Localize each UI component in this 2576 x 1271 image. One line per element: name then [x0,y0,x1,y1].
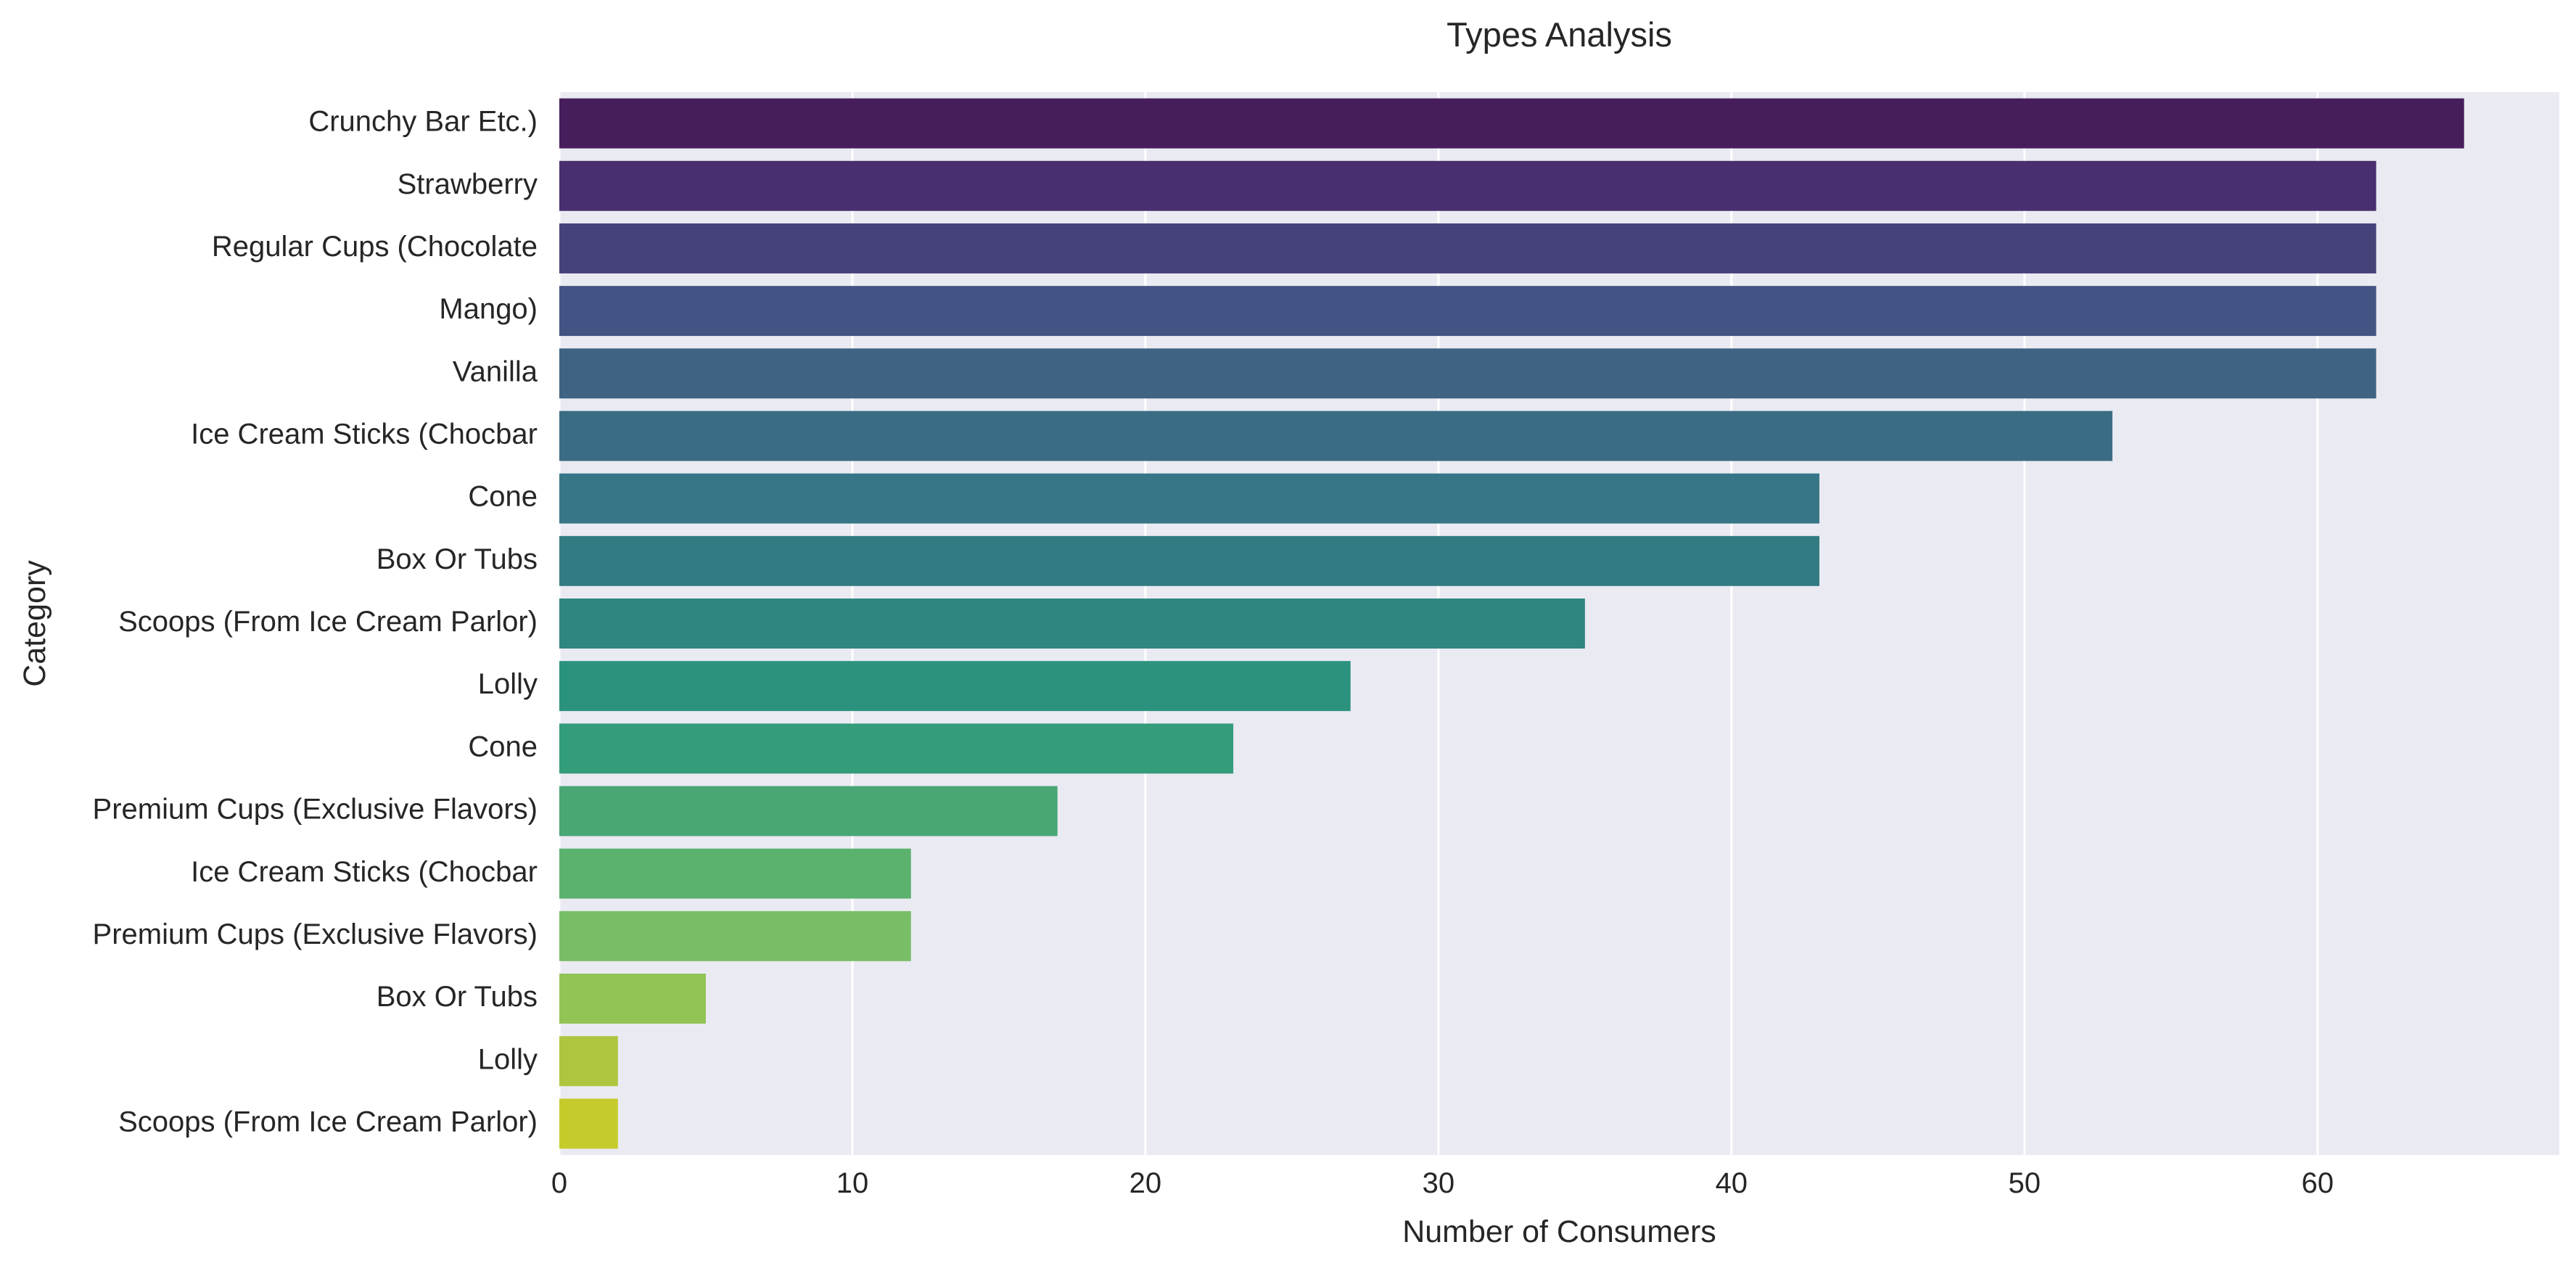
y-tick-label: Lolly [478,1043,538,1075]
y-tick-label: Strawberry [398,168,538,200]
y-tick-label: Cone [468,731,538,762]
bar [559,160,2377,211]
y-tick-label: Cone [468,481,538,513]
bar [559,348,2377,399]
x-tick-label: 60 [2301,1167,2334,1199]
bar [559,473,1820,524]
bars [559,98,2464,1149]
bar [559,848,911,899]
bar [559,910,911,961]
bar [559,223,2377,273]
y-tick-label: Box Or Tubs [376,981,538,1013]
y-tick-label: Ice Cream Sticks (Chocbar [191,419,538,451]
y-tick-label: Scoops (From Ice Cream Parlor) [118,606,538,638]
y-tick-label: Ice Cream Sticks (Chocbar [191,856,538,888]
bar [559,286,2377,337]
bar [559,723,1234,774]
bar [559,535,1820,586]
x-tick-label: 30 [1423,1167,1455,1199]
y-tick-label: Lolly [478,668,538,700]
x-tick-label: 50 [2009,1167,2041,1199]
y-tick-label: Premium Cups (Exclusive Flavors) [93,918,538,950]
bar [559,98,2464,149]
y-tick-label: Regular Cups (Chocolate [212,231,538,263]
x-tick-label: 40 [1716,1167,1748,1199]
bar [559,1098,618,1149]
y-tick-label: Box Or Tubs [376,543,538,575]
chart-title: Types Analysis [1447,15,1672,54]
bar [559,411,2112,461]
y-tick-label: Scoops (From Ice Cream Parlor) [118,1106,538,1138]
y-axis-label: Category [17,560,52,687]
bar [559,599,1585,649]
x-tick-label: 20 [1129,1167,1162,1199]
x-axis-label: Number of Consumers [1402,1214,1716,1249]
x-tick-label: 10 [836,1167,869,1199]
x-tick-labels: 0 10 20 30 40 50 60 [551,1167,2334,1199]
y-tick-label: Crunchy Bar Etc.) [308,106,538,138]
x-tick-label: 0 [551,1167,567,1199]
bar [559,1036,618,1087]
y-tick-label: Premium Cups (Exclusive Flavors) [93,794,538,826]
bar [559,786,1058,836]
bar [559,661,1351,712]
y-tick-label: Mango) [439,293,538,325]
y-tick-label: Vanilla [453,355,538,387]
bar [559,974,706,1024]
y-tick-labels: Crunchy Bar Etc.) Strawberry Regular Cups … [93,106,538,1138]
